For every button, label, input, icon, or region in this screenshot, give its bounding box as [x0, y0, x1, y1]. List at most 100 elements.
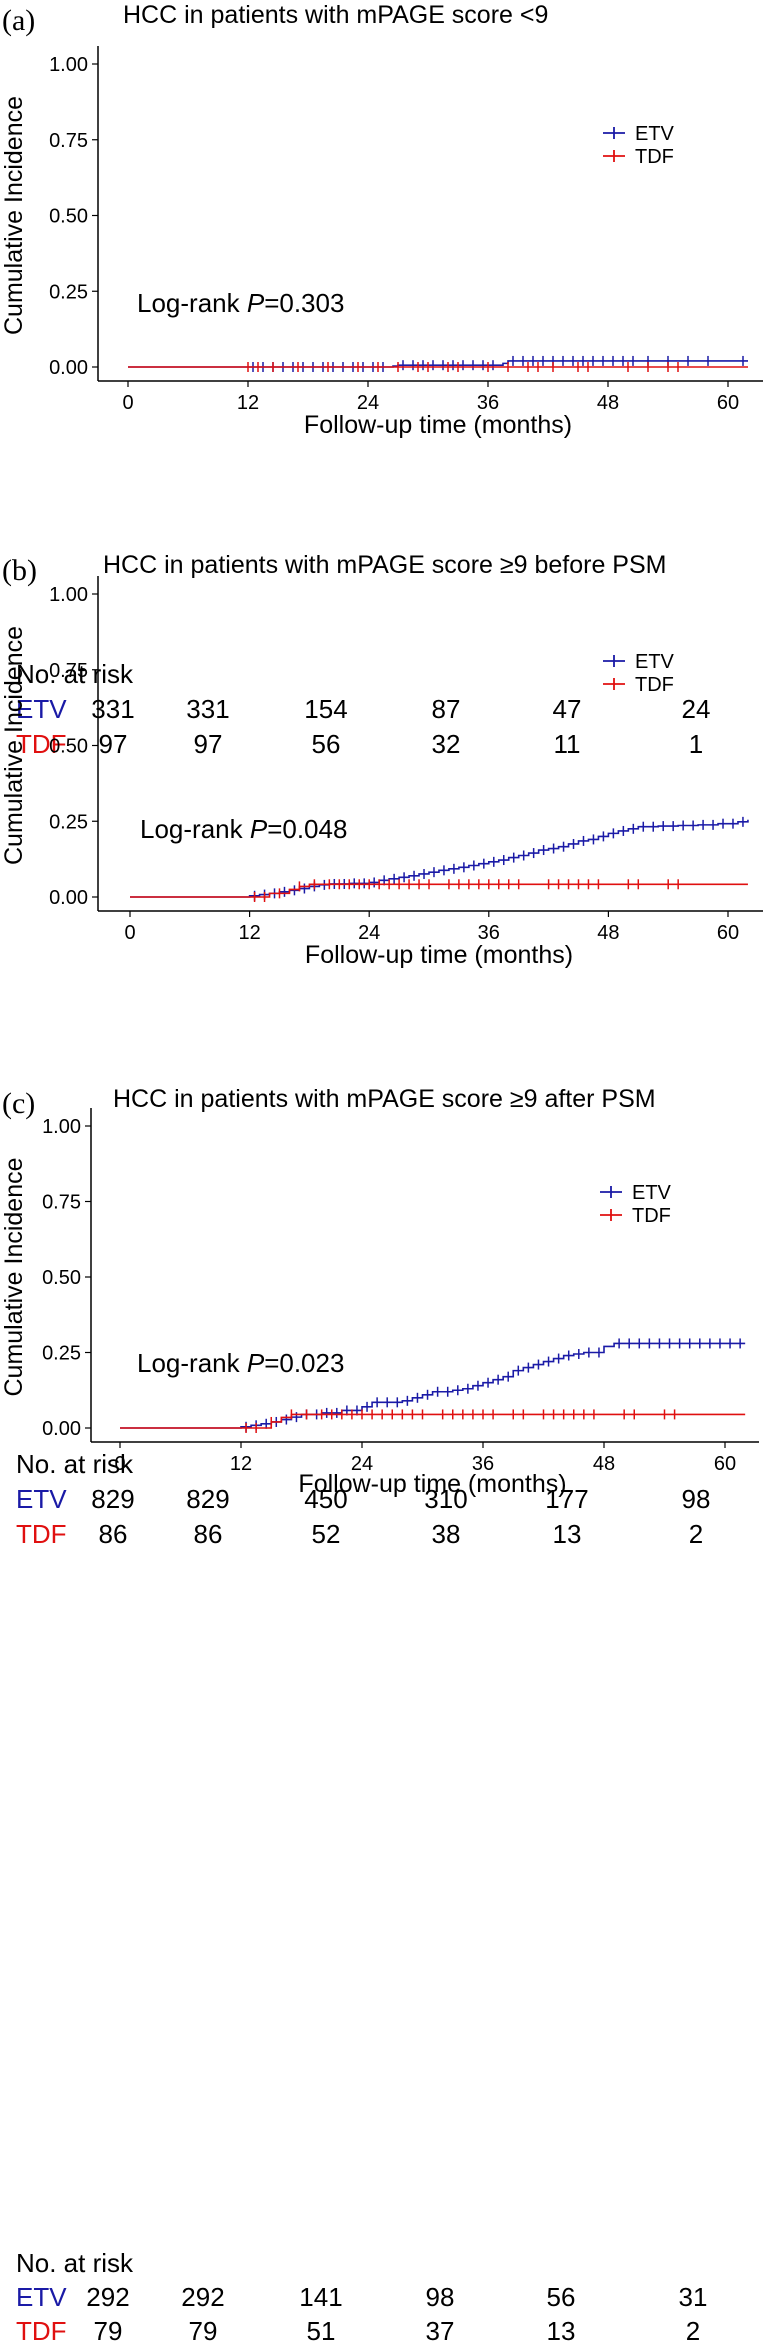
risk-value-etv: 829	[91, 1484, 134, 1514]
y-tick-label: 1.00	[49, 54, 88, 76]
risk-value-tdf: 2	[689, 1519, 703, 1549]
x-tick-label: 36	[477, 392, 499, 414]
y-tick-label: 0.50	[49, 736, 88, 758]
risk-row-name-etv: ETV	[16, 2282, 67, 2312]
risk-row-name-etv: ETV	[16, 694, 67, 724]
x-tick-label: 0	[124, 922, 135, 944]
y-tick-label: 0.00	[49, 887, 88, 909]
risk-value-etv: 47	[553, 694, 582, 724]
risk-value-tdf: 38	[432, 1519, 461, 1549]
km-curve-tdf	[120, 1413, 746, 1429]
risk-row-name-tdf: TDF	[16, 729, 67, 759]
legend-label-etv: ETV	[635, 651, 675, 673]
risk-value-tdf: 2	[686, 2316, 700, 2346]
legend-label-etv: ETV	[632, 1182, 672, 1204]
risk-value-tdf: 97	[194, 729, 223, 759]
risk-value-tdf: 1	[689, 729, 703, 759]
risk-value-tdf: 32	[432, 729, 461, 759]
x-tick-label: 60	[714, 1453, 736, 1475]
x-tick-label: 36	[472, 1453, 494, 1475]
x-tick-label: 0	[114, 1453, 125, 1475]
risk-value-tdf: 52	[312, 1519, 341, 1549]
log-rank-value: =0.023	[264, 1348, 344, 1378]
y-tick-label: 0.25	[42, 1343, 81, 1365]
y-axis-title: Cumulative Incidence	[0, 626, 28, 865]
x-tick-label: 36	[478, 922, 500, 944]
log-rank-annotation: Log-rank P=0.303	[137, 288, 344, 318]
risk-table-header: No. at risk	[16, 1449, 134, 1479]
x-tick-label: 48	[593, 1453, 615, 1475]
log-rank-value: =0.303	[264, 288, 344, 318]
y-tick-label: 1.00	[49, 584, 88, 606]
x-tick-label: 0	[122, 392, 133, 414]
risk-value-etv: 310	[424, 1484, 467, 1514]
panel-label: (a)	[2, 4, 35, 37]
risk-row-name-tdf: TDF	[16, 2316, 67, 2346]
km-curve-etv	[130, 819, 749, 898]
risk-value-etv: 87	[432, 694, 461, 724]
risk-value-etv: 177	[545, 1484, 588, 1514]
log-rank-p: P	[247, 288, 265, 318]
y-tick-label: 0.25	[49, 281, 88, 303]
x-tick-label: 24	[357, 392, 379, 414]
legend-label-tdf: TDF	[635, 674, 674, 696]
y-tick-label: 0.75	[42, 1192, 81, 1214]
legend-label-tdf: TDF	[632, 1205, 671, 1227]
x-tick-label: 12	[238, 922, 260, 944]
legend-label-etv: ETV	[635, 123, 675, 145]
risk-value-tdf: 13	[553, 1519, 582, 1549]
x-axis-title: Follow-up time (months)	[304, 411, 572, 439]
log-rank-value: =0.048	[267, 814, 347, 844]
risk-row-name-tdf: TDF	[16, 1519, 67, 1549]
x-tick-label: 12	[230, 1453, 252, 1475]
y-axis-title: Cumulative Incidence	[0, 96, 28, 335]
risk-value-etv: 98	[426, 2282, 455, 2312]
log-rank-prefix: Log-rank	[137, 1348, 247, 1378]
x-tick-label: 24	[358, 922, 380, 944]
legend-label-tdf: TDF	[635, 146, 674, 168]
risk-value-tdf: 51	[307, 2316, 336, 2346]
panel-label: (b)	[2, 554, 37, 587]
risk-value-tdf: 79	[94, 2316, 123, 2346]
risk-value-tdf: 56	[312, 729, 341, 759]
y-tick-label: 0.75	[49, 130, 88, 152]
y-tick-label: 0.50	[49, 206, 88, 228]
chart-title: HCC in patients with mPAGE score ≥9 afte…	[113, 1085, 656, 1113]
y-tick-label: 0.75	[49, 660, 88, 682]
risk-table-header: No. at risk	[16, 659, 134, 689]
risk-value-tdf: 37	[426, 2316, 455, 2346]
y-tick-label: 0.50	[42, 1267, 81, 1289]
x-tick-label: 24	[351, 1453, 373, 1475]
risk-value-etv: 450	[304, 1484, 347, 1514]
risk-value-etv: 154	[304, 694, 347, 724]
risk-value-etv: 24	[682, 694, 711, 724]
y-tick-label: 0.25	[49, 811, 88, 833]
log-rank-p: P	[250, 814, 268, 844]
risk-value-tdf: 79	[189, 2316, 218, 2346]
x-tick-label: 60	[717, 922, 739, 944]
risk-value-etv: 98	[682, 1484, 711, 1514]
log-rank-annotation: Log-rank P=0.048	[140, 814, 347, 844]
x-axis-title: Follow-up time (months)	[298, 1470, 566, 1498]
chart-title: HCC in patients with mPAGE score ≥9 befo…	[103, 551, 666, 579]
y-tick-label: 0.00	[42, 1418, 81, 1440]
log-rank-prefix: Log-rank	[140, 814, 250, 844]
panel-label: (c)	[2, 1087, 35, 1120]
y-tick-label: 0.00	[49, 357, 88, 379]
x-tick-label: 12	[237, 392, 259, 414]
y-tick-label: 1.00	[42, 1116, 81, 1138]
risk-value-etv: 31	[679, 2282, 708, 2312]
risk-row-name-etv: ETV	[16, 1484, 67, 1514]
log-rank-prefix: Log-rank	[137, 288, 247, 318]
risk-value-etv: 331	[186, 694, 229, 724]
x-axis-title: Follow-up time (months)	[305, 941, 573, 969]
risk-value-tdf: 13	[547, 2316, 576, 2346]
risk-value-tdf: 11	[554, 729, 581, 759]
risk-value-etv: 292	[86, 2282, 129, 2312]
log-rank-annotation: Log-rank P=0.023	[137, 1348, 344, 1378]
